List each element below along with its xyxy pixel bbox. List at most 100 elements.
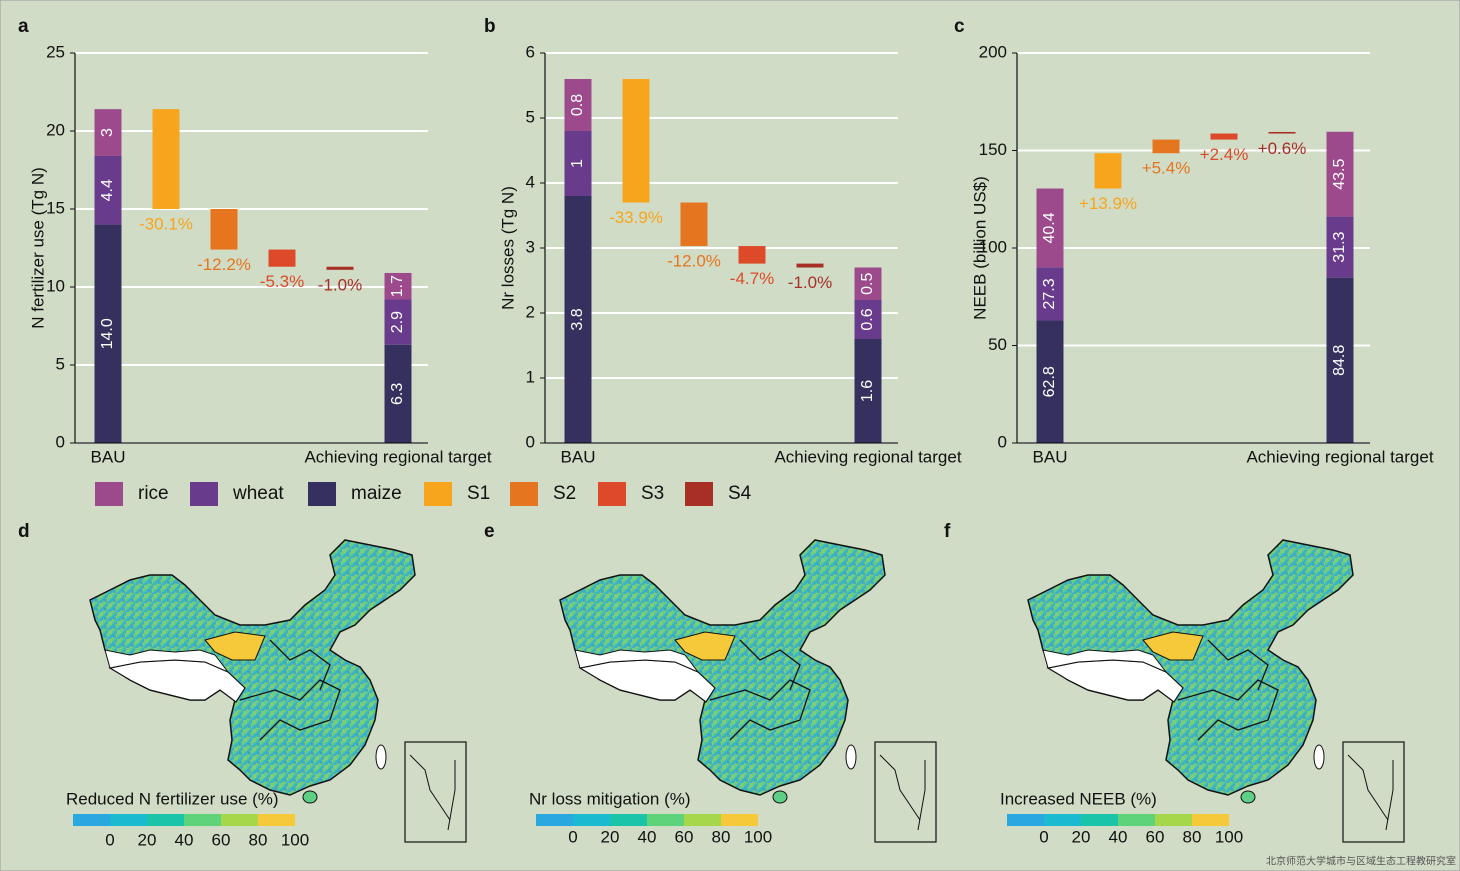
legend-label: S2 — [553, 483, 576, 504]
bar-segment — [384, 272, 412, 300]
bar-segment — [384, 344, 412, 443]
legend-swatch — [190, 482, 218, 506]
bar-segment — [564, 131, 592, 196]
colorbar-tick-label: 80 — [1183, 827, 1202, 846]
value-label: 1.7 — [389, 275, 406, 297]
step-annotation: +5.4% — [1142, 159, 1191, 178]
legend-label: S4 — [728, 483, 752, 504]
colorbar-segment — [221, 814, 258, 826]
colorbar-segment — [184, 814, 221, 826]
colorbar-segment — [1044, 814, 1081, 826]
value-label: 0.5 — [859, 273, 876, 295]
step-annotation: -12.0% — [667, 252, 721, 271]
colorbar-segment — [647, 814, 684, 826]
watermark: 北京师范大学城市与区域生态工程教研究室 — [1266, 855, 1456, 868]
value-label: 3 — [99, 128, 116, 137]
x-tick-label: BAU — [561, 447, 596, 466]
y-tick-label: 0 — [526, 432, 535, 451]
x-tick-label: Achieving regional target — [304, 447, 491, 466]
bar-segment — [384, 299, 412, 345]
bar-segment — [564, 196, 592, 443]
colorbar-tick-label: 100 — [1215, 827, 1243, 846]
y-tick-label: 3 — [526, 237, 535, 256]
step-annotation: -12.2% — [197, 255, 251, 274]
value-label: 31.3 — [1331, 231, 1348, 262]
bar-segment — [1036, 188, 1064, 268]
bar-segment — [94, 224, 122, 443]
step-bar — [680, 202, 708, 247]
panel-label: f — [944, 521, 951, 542]
y-tick-label: 50 — [988, 335, 1007, 354]
legend-swatch — [95, 482, 123, 506]
legend-label: rice — [138, 483, 169, 504]
colorbar-tick-label: 60 — [212, 830, 231, 849]
colorbar-tick-label: 20 — [138, 830, 157, 849]
step-bar — [1268, 131, 1296, 134]
y-tick-label: 10 — [46, 276, 65, 295]
y-axis-title: N fertilizer use (Tg N) — [28, 167, 47, 329]
value-label: 6.3 — [389, 383, 406, 405]
step-bar — [796, 263, 824, 268]
bar-segment — [94, 155, 122, 225]
legend-label: maize — [351, 483, 402, 504]
value-label: 14.0 — [99, 318, 116, 349]
y-tick-label: 4 — [526, 172, 535, 191]
x-tick-label: Achieving regional target — [774, 447, 961, 466]
y-tick-label: 20 — [46, 120, 65, 139]
colorbar-segment — [721, 814, 758, 826]
y-tick-label: 2 — [526, 302, 535, 321]
bar-segment — [1036, 320, 1064, 443]
colorbar-segment — [73, 814, 110, 826]
step-bar — [268, 249, 296, 267]
panel-label: b — [484, 16, 496, 37]
colorbar-tick-label: 60 — [675, 827, 694, 846]
value-label: 0.8 — [569, 94, 586, 116]
colorbar-tick-label: 100 — [744, 827, 772, 846]
legend-swatch — [685, 482, 713, 506]
colorbar-segment — [1155, 814, 1192, 826]
panel-label: a — [18, 16, 29, 37]
step-bar — [1152, 139, 1180, 154]
map-title: Increased NEEB (%) — [1000, 789, 1157, 808]
colorbar-segment — [1081, 814, 1118, 826]
colorbar-segment — [1007, 814, 1044, 826]
step-bar — [1094, 153, 1122, 189]
bar-segment — [564, 79, 592, 131]
bar-segment — [94, 109, 122, 156]
value-label: 2.9 — [389, 311, 406, 333]
colorbar-segment — [573, 814, 610, 826]
colorbar-segment — [1118, 814, 1155, 826]
colorbar-tick-label: 0 — [568, 827, 577, 846]
legend-label: S1 — [467, 483, 490, 504]
colorbar-segment — [610, 814, 647, 826]
colorbar-tick-label: 20 — [1072, 827, 1091, 846]
bar-segment — [854, 300, 882, 339]
bar-segment — [1326, 216, 1354, 278]
value-label: 4.4 — [99, 179, 116, 201]
y-axis-title: Nr losses (Tg N) — [498, 186, 517, 310]
bar-segment — [854, 267, 882, 300]
value-label: 3.8 — [569, 308, 586, 330]
legend-swatch — [510, 482, 538, 506]
colorbar-segment — [684, 814, 721, 826]
value-label: 43.5 — [1331, 159, 1348, 190]
x-tick-label: Achieving regional target — [1246, 447, 1433, 466]
step-annotation: -33.9% — [609, 208, 663, 227]
step-bar — [622, 79, 650, 203]
step-annotation: -30.1% — [139, 214, 193, 233]
y-tick-label: 25 — [46, 42, 65, 61]
legend-swatch — [424, 482, 452, 506]
y-tick-label: 0 — [998, 432, 1007, 451]
step-annotation: +2.4% — [1200, 145, 1249, 164]
legend-swatch — [308, 482, 336, 506]
colorbar-segment — [536, 814, 573, 826]
step-annotation: -1.0% — [318, 275, 362, 294]
colorbar-segment — [110, 814, 147, 826]
step-bar — [1210, 133, 1238, 140]
colorbar-tick-label: 0 — [105, 830, 114, 849]
colorbar-tick-label: 40 — [638, 827, 657, 846]
colorbar-segment — [1192, 814, 1229, 826]
value-label: 62.8 — [1041, 366, 1058, 397]
y-tick-label: 150 — [979, 140, 1007, 159]
x-tick-label: BAU — [91, 447, 126, 466]
